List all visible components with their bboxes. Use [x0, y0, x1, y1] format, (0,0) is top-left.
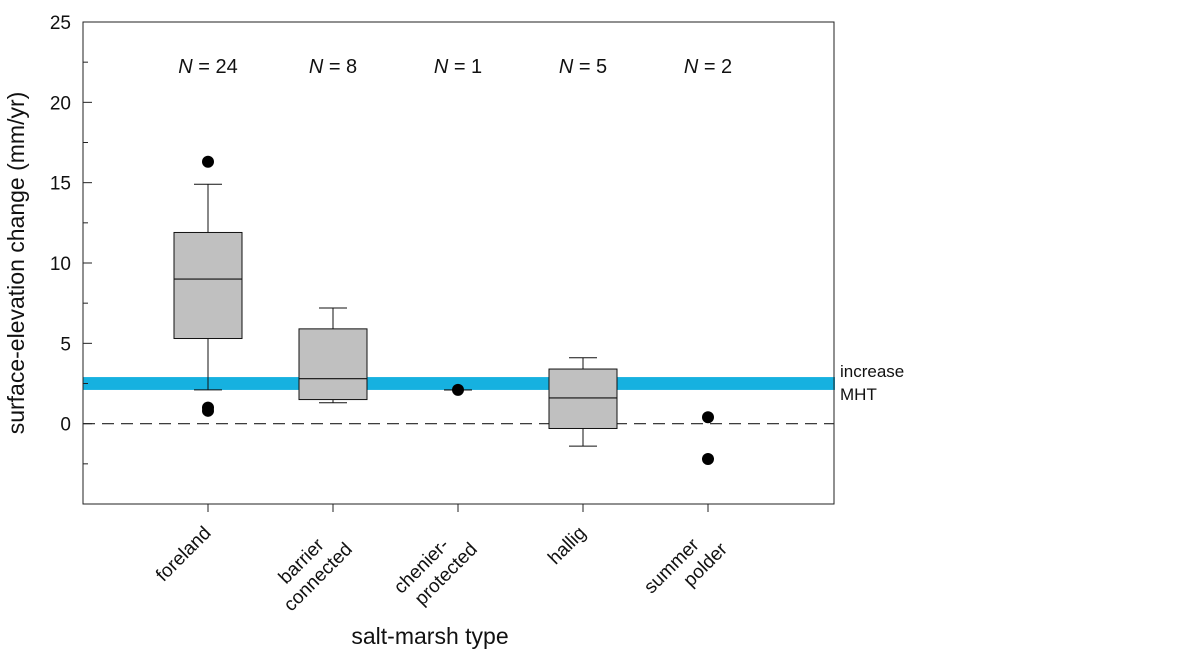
n-symbol: N — [559, 56, 574, 78]
n-symbol: N — [684, 56, 699, 78]
n-value: = 8 — [323, 56, 357, 78]
x-axis-title: salt-marsh type — [351, 623, 508, 649]
n-value: = 24 — [193, 56, 238, 78]
outlier-point — [452, 383, 464, 396]
box — [173, 231, 243, 340]
outlier-point — [702, 411, 714, 424]
y-tick-label: 5 — [60, 334, 71, 355]
group-2 — [298, 307, 368, 404]
category-label-line: hallig — [544, 523, 590, 569]
n-value: = 2 — [698, 56, 732, 78]
mht-band — [83, 377, 835, 390]
y-axis-title: surface-elevation change (mm/yr) — [3, 92, 29, 435]
category-label: summerpolder — [640, 522, 732, 614]
category-label: chenier-protected — [390, 523, 482, 615]
category-label: barrierconnected — [264, 523, 357, 616]
boxes-layer — [173, 155, 714, 466]
group-5 — [702, 411, 714, 466]
y-tick-label: 0 — [60, 415, 71, 436]
outlier-point — [702, 453, 714, 466]
y-tick-label: 10 — [50, 254, 71, 275]
y-tick-label: 20 — [50, 93, 71, 114]
n-count-label: N = 24 — [178, 56, 238, 78]
n-count-label: N = 8 — [309, 56, 357, 78]
box — [548, 368, 618, 429]
n-value: = 5 — [573, 56, 607, 78]
outlier-point — [202, 404, 214, 417]
n-value: = 1 — [448, 56, 482, 78]
category-label-line: foreland — [152, 523, 215, 586]
n-count-label: N = 1 — [434, 56, 482, 78]
group-3 — [444, 383, 472, 396]
n-count-label: N = 5 — [559, 56, 607, 78]
n-count-label: N = 2 — [684, 56, 732, 78]
group-4 — [548, 357, 618, 447]
labels-layer: 0 5 10 15 20 25 foreland N = 24 barrierconnected… — [3, 13, 904, 649]
mht-label: increase — [840, 362, 904, 381]
y-tick-label: 25 — [50, 13, 71, 34]
n-symbol: N — [309, 56, 324, 78]
axes-layer — [82, 21, 835, 512]
n-symbol: N — [434, 56, 449, 78]
outlier-point — [202, 155, 214, 168]
category-label: foreland — [152, 523, 215, 586]
group-1 — [173, 155, 243, 417]
box — [298, 328, 368, 401]
category-label: hallig — [544, 523, 590, 569]
reference-band-layer — [83, 377, 835, 390]
y-tick-label: 15 — [50, 174, 71, 195]
mht-label: MHT — [840, 385, 877, 404]
n-symbol: N — [178, 56, 193, 78]
